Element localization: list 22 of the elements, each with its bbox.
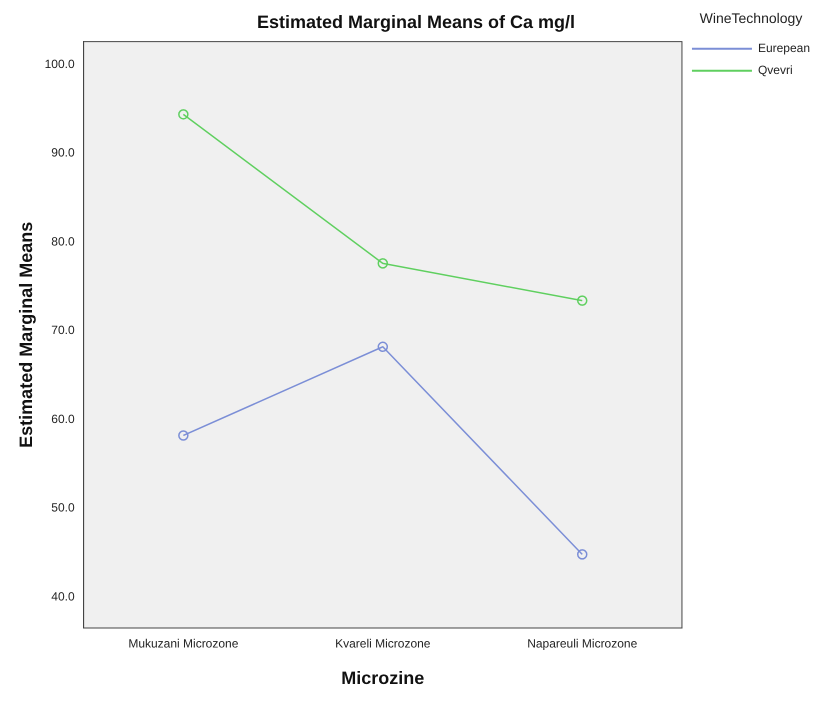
y-tick-label: 90.0 [51, 146, 75, 160]
point [378, 258, 388, 269]
y-tick-label: 70.0 [51, 323, 75, 338]
x-tick-label: Mukuzani Microzone [128, 636, 239, 651]
point [576, 295, 588, 306]
x-axis-title: Microzine [341, 668, 424, 688]
y-tick-label: 100.0 [44, 56, 75, 71]
chart-title: Estimated Marginal Means of Ca mg/l [256, 12, 576, 32]
legend-title: WineTechnology [700, 10, 802, 26]
x-tick-label: Napareuli Microzone [527, 636, 638, 651]
x-tick-label: Kvareli Microzone [335, 636, 431, 651]
y-axis-title: Estimated Marginal Means [16, 222, 36, 448]
y-tick-label: 50.0 [51, 500, 75, 515]
y-tick-label: 60.0 [51, 412, 75, 426]
legend-label: Eurepean [758, 41, 810, 56]
point [178, 430, 189, 441]
y-tick-label: 40.0 [51, 589, 75, 604]
point [178, 109, 189, 120]
legend-label: Qvevri [758, 63, 793, 78]
point [378, 342, 388, 352]
y-tick-label: 80.0 [51, 234, 75, 248]
point [576, 549, 588, 560]
